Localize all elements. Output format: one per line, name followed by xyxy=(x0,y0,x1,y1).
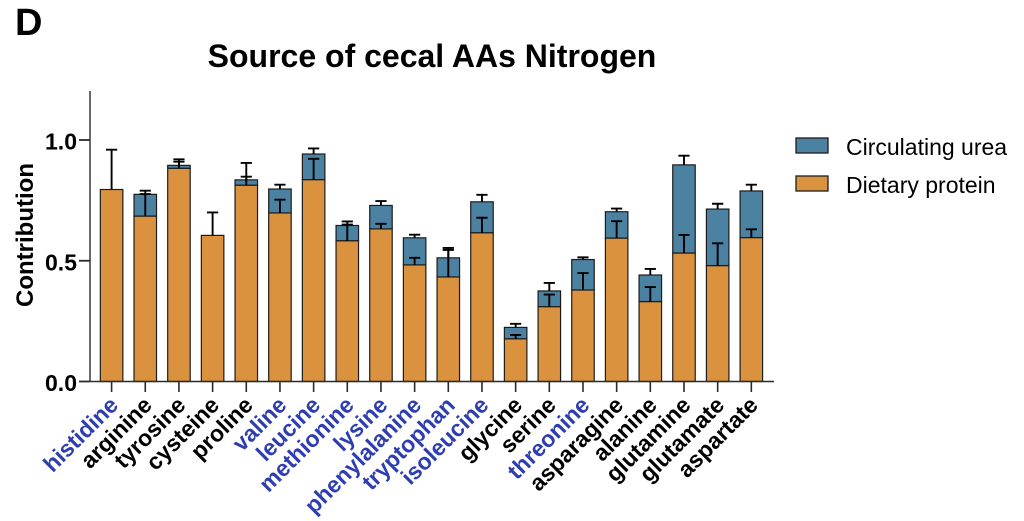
svg-text:Contribution: Contribution xyxy=(12,163,39,307)
svg-text:Source of cecal AAs Nitrogen: Source of cecal AAs Nitrogen xyxy=(208,38,657,74)
svg-text:Dietary protein: Dietary protein xyxy=(846,172,996,198)
svg-text:Circulating urea: Circulating urea xyxy=(846,134,1007,160)
svg-text:0.5: 0.5 xyxy=(45,249,77,275)
svg-text:0.0: 0.0 xyxy=(45,370,77,396)
svg-text:D: D xyxy=(15,2,42,44)
svg-text:1.0: 1.0 xyxy=(45,129,77,155)
